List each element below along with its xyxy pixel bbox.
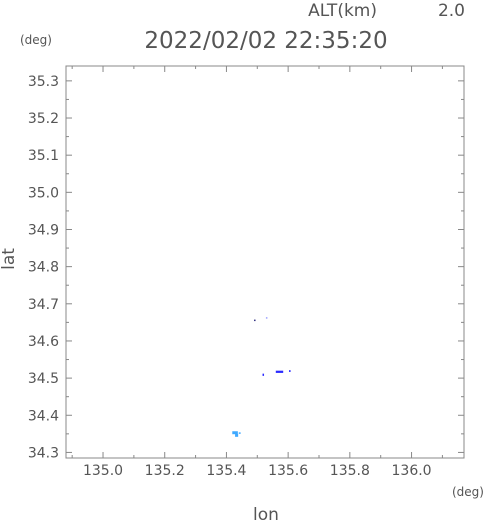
data-point xyxy=(235,433,239,437)
y-axis-label: lat xyxy=(0,248,19,270)
data-point xyxy=(238,432,241,434)
chart-timestamp: 2022/02/02 22:35:20 xyxy=(144,28,387,54)
y-tick-label: 34.8 xyxy=(28,260,59,276)
y-tick-label: 35.0 xyxy=(28,185,59,201)
data-point xyxy=(232,431,238,435)
y-tick-label: 34.4 xyxy=(28,408,59,424)
data-point xyxy=(275,370,284,373)
altitude-label: ALT(km) xyxy=(308,1,377,21)
y-axis-unit: (deg) xyxy=(20,33,52,47)
data-points xyxy=(232,317,291,437)
y-tick-label: 35.2 xyxy=(28,111,59,127)
data-point xyxy=(289,370,291,372)
plot-frame xyxy=(65,65,465,459)
axis-ticks: 135.0 135.2 135.4 135.6 135.8 136.0 34.3 34.4 34… xyxy=(28,66,464,479)
x-tick-label: 135.0 xyxy=(83,463,123,479)
x-tick-label: 135.8 xyxy=(330,463,370,479)
y-tick-label: 34.6 xyxy=(28,334,59,350)
x-axis-unit: (deg) xyxy=(452,485,484,499)
x-tick-label: 136.0 xyxy=(392,463,432,479)
x-tick-label: 135.6 xyxy=(268,463,308,479)
y-tick-label: 35.3 xyxy=(28,74,59,90)
x-tick-label: 135.4 xyxy=(206,463,246,479)
x-axis-label: lon xyxy=(253,505,279,521)
y-tick-label: 34.9 xyxy=(28,222,59,238)
y-tick-label: 34.7 xyxy=(28,297,59,313)
y-tick-label: 34.5 xyxy=(28,371,59,387)
altitude-value: 2.0 xyxy=(438,1,465,21)
data-point xyxy=(262,373,265,376)
data-point xyxy=(265,317,268,319)
data-point xyxy=(254,319,256,322)
y-tick-label: 35.1 xyxy=(28,148,59,164)
x-tick-label: 135.2 xyxy=(145,463,185,479)
y-tick-label: 34.3 xyxy=(28,445,59,461)
